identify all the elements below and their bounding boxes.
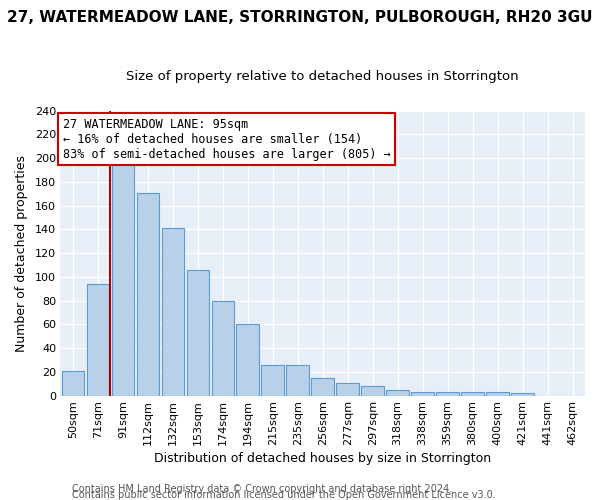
Bar bbox=[86, 284, 109, 396]
Bar bbox=[436, 392, 459, 396]
Bar bbox=[137, 192, 159, 396]
Bar bbox=[461, 392, 484, 396]
Text: Contains HM Land Registry data © Crown copyright and database right 2024.: Contains HM Land Registry data © Crown c… bbox=[72, 484, 452, 494]
Bar bbox=[187, 270, 209, 396]
Bar bbox=[161, 228, 184, 396]
Bar bbox=[361, 386, 384, 396]
Text: 27 WATERMEADOW LANE: 95sqm
← 16% of detached houses are smaller (154)
83% of sem: 27 WATERMEADOW LANE: 95sqm ← 16% of deta… bbox=[63, 118, 391, 160]
Bar bbox=[511, 394, 534, 396]
X-axis label: Distribution of detached houses by size in Storrington: Distribution of detached houses by size … bbox=[154, 452, 491, 465]
Text: 27, WATERMEADOW LANE, STORRINGTON, PULBOROUGH, RH20 3GU: 27, WATERMEADOW LANE, STORRINGTON, PULBO… bbox=[7, 10, 593, 25]
Bar bbox=[62, 371, 84, 396]
Bar bbox=[212, 300, 234, 396]
Bar bbox=[412, 392, 434, 396]
Text: Contains public sector information licensed under the Open Government Licence v3: Contains public sector information licen… bbox=[72, 490, 496, 500]
Bar bbox=[337, 382, 359, 396]
Bar bbox=[262, 365, 284, 396]
Bar bbox=[386, 390, 409, 396]
Bar bbox=[112, 158, 134, 396]
Bar bbox=[286, 365, 309, 396]
Title: Size of property relative to detached houses in Storrington: Size of property relative to detached ho… bbox=[127, 70, 519, 83]
Bar bbox=[311, 378, 334, 396]
Bar bbox=[487, 392, 509, 396]
Y-axis label: Number of detached properties: Number of detached properties bbox=[15, 154, 28, 352]
Bar bbox=[236, 324, 259, 396]
